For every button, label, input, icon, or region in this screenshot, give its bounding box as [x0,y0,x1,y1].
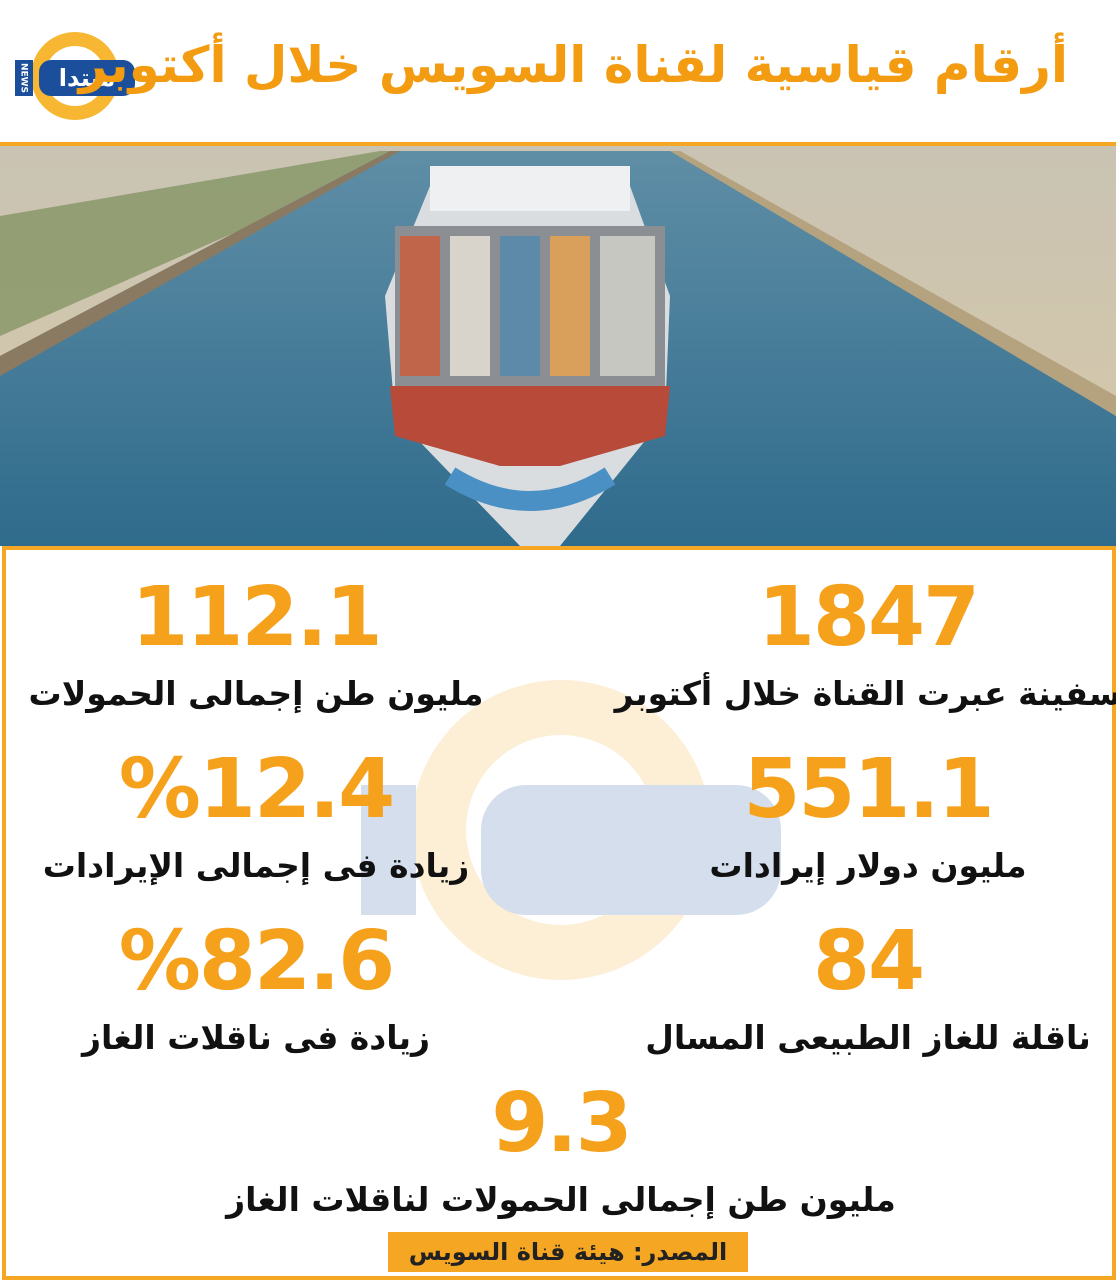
logo-tag: NEWS [19,63,29,93]
stat-value: 84 [812,914,925,1009]
stat-value: 551.1 [743,742,994,837]
stat-label: ناقلة للغاز الطبيعى المسال [645,1018,1091,1057]
logo-tag-bg [15,60,33,96]
containers [395,226,665,386]
stats-panel: 1847 سفينة عبرت القناة خلال أكتوبر 112.1 مل… [2,546,1116,1280]
stat-label: مليون طن إجمالى الحمولات لناقلات الغاز [226,1180,896,1219]
stat-value: 9.3 [491,1076,632,1171]
source: المصدر: هيئة قناة السويس [388,1232,748,1272]
title: أرقام قياسية لقناة السويس خلال أكتوبر [78,36,1068,94]
header: NEWS مبتدا أرقام قياسية لقناة السويس خلا… [0,0,1116,146]
stat-label: سفينة عبرت القناة خلال أكتوبر [614,674,1116,713]
bank-left [0,151,400,376]
stat-label: مليون طن إجمالى الحمولات [28,674,484,713]
stat-label: زيادة فى ناقلات الغاز [82,1018,430,1057]
ship-deck [390,386,670,466]
watermark [361,680,781,980]
bank-right [670,151,1116,416]
stat-label: مليون دولار إيرادات [709,846,1027,885]
logo-text: مبتدا [59,64,116,92]
photo [0,146,1116,546]
logo: NEWS مبتدا [15,32,135,120]
stat-value: %82.6 [118,914,395,1009]
stat-value: %12.4 [118,742,395,837]
ship-bow [444,467,616,511]
ship-bridge [430,166,630,211]
stat-value: 112.1 [131,570,382,665]
stat-value: 1847 [757,570,980,665]
logo-bg [39,60,135,96]
stat-label: زيادة فى إجمالى الإيرادات [42,846,470,885]
